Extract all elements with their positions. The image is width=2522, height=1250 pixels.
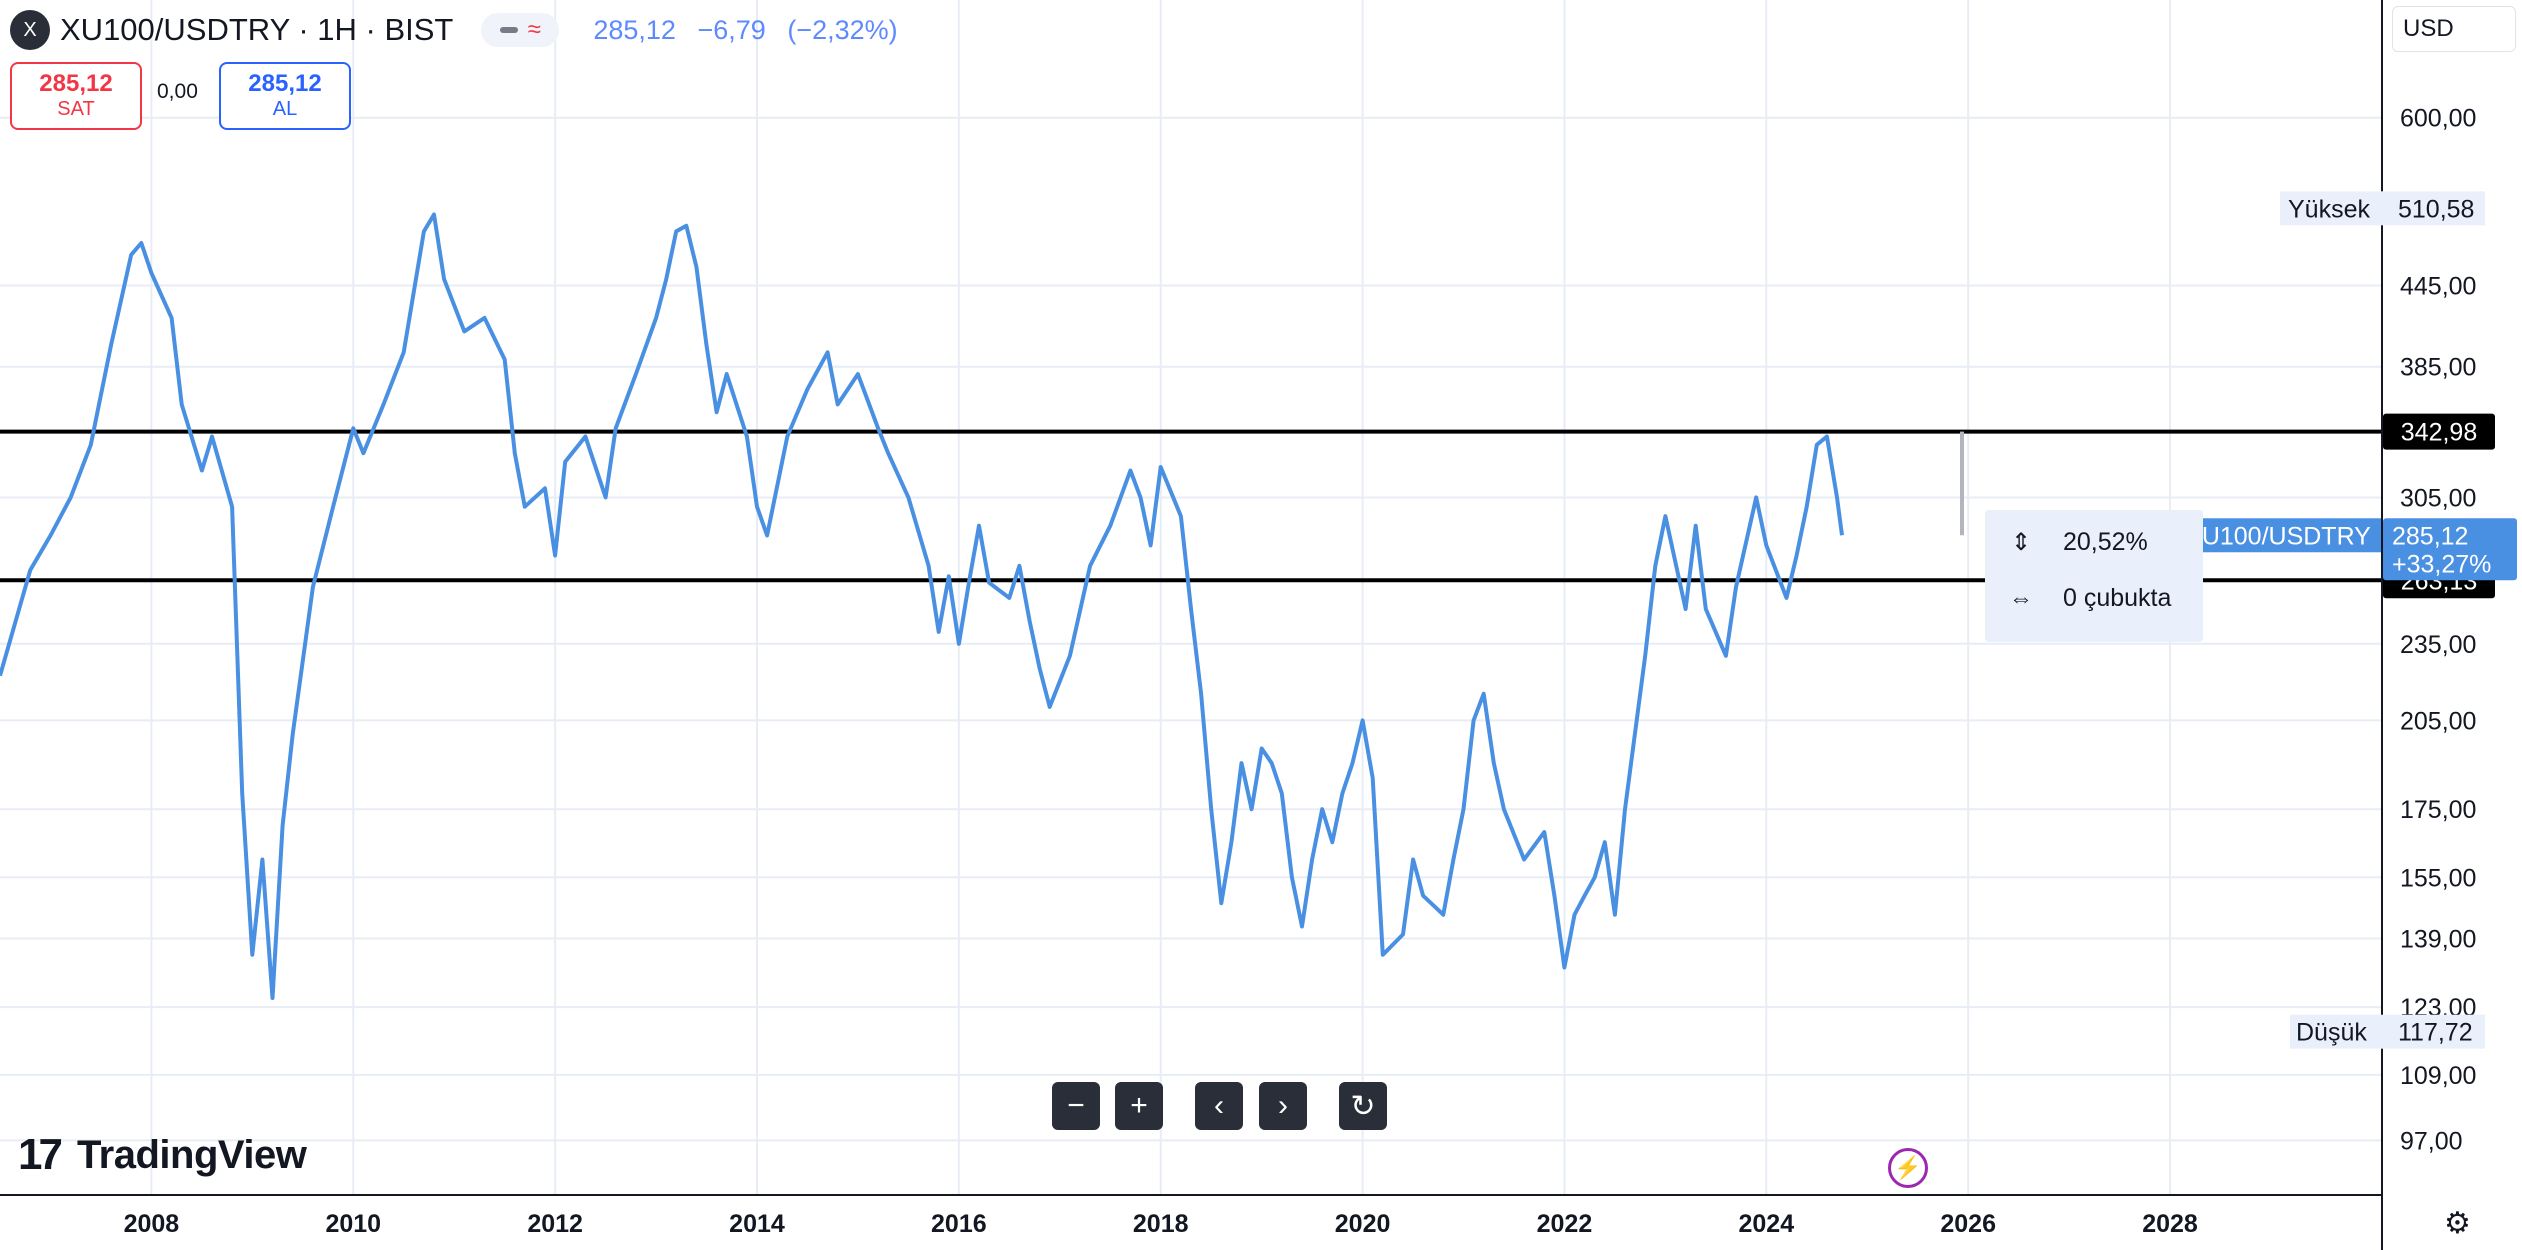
price-quote: 285,12 −6,79 (−2,32%)	[593, 15, 911, 46]
horizontal-line-label: 342,98	[2401, 419, 2477, 447]
sell-button[interactable]: 285,12 SAT	[10, 62, 142, 130]
buy-price: 285,12	[248, 70, 322, 97]
symbol-title[interactable]: XU100/USDTRY · 1H · BIST	[60, 12, 454, 47]
tradingview-wordmark: TradingView	[76, 1132, 307, 1177]
x-tick-label: 2010	[325, 1210, 381, 1238]
zoom-out-button[interactable]: −	[1052, 1082, 1100, 1130]
high-value: 510,58	[2398, 195, 2474, 223]
x-tick-label: 2014	[729, 1210, 785, 1238]
current-price-label-bg	[2383, 518, 2517, 581]
scroll-right-button[interactable]: ›	[1259, 1082, 1307, 1130]
y-tick-label: 109,00	[2400, 1062, 2476, 1090]
x-tick-label: 2008	[124, 1210, 180, 1238]
scroll-left-button[interactable]: ‹	[1195, 1082, 1243, 1130]
currency-selector[interactable]: USD	[2392, 6, 2516, 52]
high-label-bg	[2280, 191, 2485, 226]
x-tick-label: 2012	[527, 1210, 583, 1238]
x-tick-label: 2024	[1739, 1210, 1795, 1238]
symbol-logo[interactable]: X	[10, 10, 50, 50]
y-tick-label: 139,00	[2400, 925, 2476, 953]
price-change: −6,79	[697, 14, 766, 45]
measure-tool-box[interactable]: ⇕ 20,52% ⇔ 0 çubukta	[1985, 510, 2203, 642]
x-tick-label: 2022	[1537, 1210, 1593, 1238]
y-tick-label: 205,00	[2400, 707, 2476, 735]
last-price: 285,12	[593, 14, 676, 45]
buy-button[interactable]: 285,12 AL	[219, 62, 351, 130]
y-tick-label: 445,00	[2400, 272, 2476, 300]
vertical-measure-icon: ⇕	[2010, 529, 2032, 556]
current-price-value: 285,12	[2392, 522, 2468, 550]
x-tick-label: 2018	[1133, 1210, 1189, 1238]
measure-percent: 20,52%	[2063, 528, 2148, 556]
price-series-line	[0, 212, 1844, 1000]
x-tick-label: 2016	[931, 1210, 987, 1238]
indicator-badge[interactable]: ≈	[481, 13, 560, 47]
y-tick-label: 600,00	[2400, 105, 2476, 133]
series-layer	[0, 212, 1844, 1000]
y-tick-label: 235,00	[2400, 631, 2476, 659]
y-tick-label: 385,00	[2400, 354, 2476, 382]
tradingview-logo[interactable]: 17 TradingView	[18, 1130, 307, 1180]
sell-price: 285,12	[39, 70, 113, 97]
x-tick-label: 2026	[1940, 1210, 1996, 1238]
low-label-bg	[2290, 1014, 2485, 1049]
horizontal-measure-icon: ⇔	[2009, 584, 2033, 612]
measure-bars: 0 çubukta	[2063, 584, 2172, 612]
grid	[0, 0, 2382, 1195]
sell-label: SAT	[57, 98, 95, 120]
tradingview-mark-icon: 17	[18, 1130, 63, 1179]
symbol-header: X XU100/USDTRY · 1H · BIST ≈ 285,12 −6,7…	[0, 0, 912, 60]
buy-label: AL	[272, 98, 298, 120]
minus-icon	[499, 27, 518, 33]
y-tick-label: 97,00	[2400, 1127, 2463, 1155]
low-value: 117,72	[2398, 1019, 2473, 1047]
spread-value: 0,00	[157, 80, 198, 103]
y-tick-label: 175,00	[2400, 796, 2476, 824]
reset-chart-button[interactable]: ↻	[1339, 1082, 1387, 1130]
symbol-price-tag-bg	[2176, 518, 2381, 553]
zoom-in-button[interactable]: +	[1115, 1082, 1163, 1130]
current-price-percent: +33,27%	[2392, 550, 2491, 578]
low-label: Düşük	[2296, 1019, 2367, 1047]
x-tick-label: 2020	[1335, 1210, 1391, 1238]
flash-icon[interactable]: ⚡	[1888, 1148, 1928, 1188]
horizontal-line-label-bg	[2383, 413, 2495, 450]
high-label: Yüksek	[2288, 195, 2370, 223]
y-tick-label: 155,00	[2400, 864, 2476, 892]
symbol-price-tag: XU100/USDTRY	[2185, 522, 2371, 550]
x-tick-label: 2028	[2142, 1210, 2198, 1238]
wave-icon: ≈	[527, 16, 541, 43]
y-tick-label: 305,00	[2400, 484, 2476, 512]
settings-icon[interactable]: ⚙	[2444, 1207, 2471, 1240]
price-change-percent: (−2,32%)	[787, 14, 898, 45]
